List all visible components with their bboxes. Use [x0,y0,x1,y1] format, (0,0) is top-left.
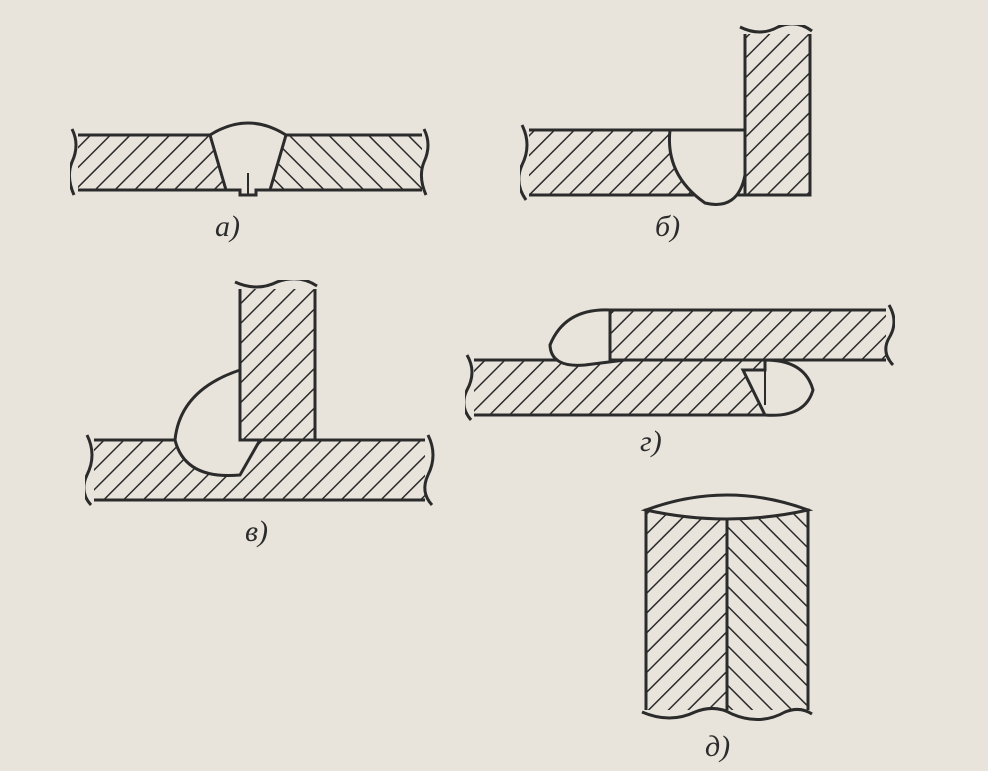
panel-v-tee-joint [85,280,440,520]
panel-a-butt-joint [70,115,430,220]
caption-d: д) [705,730,730,764]
panel-b-corner-joint [520,25,850,225]
caption-v: в) [245,515,268,549]
caption-b: б) [655,210,680,244]
caption-g: г) [640,425,662,459]
panel-d-edge-joint [640,480,815,730]
caption-a: а) [215,210,240,244]
panel-g-lap-joint [465,300,895,440]
diagram-page: а) [0,0,988,771]
